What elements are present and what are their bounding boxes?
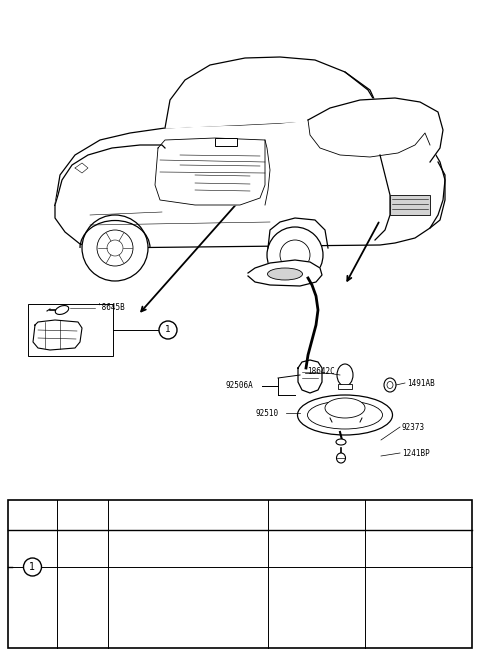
Text: 18642C: 18642C [307, 367, 335, 376]
Bar [8, 500, 472, 648]
Text: 92620: 92620 [71, 581, 94, 590]
Circle shape [82, 215, 148, 281]
Text: 1491AB: 1491AB [407, 378, 435, 388]
Circle shape [267, 227, 323, 283]
Polygon shape [55, 145, 165, 205]
Ellipse shape [55, 306, 69, 315]
Text: (3/4 DOOR): (3/4 DOOR) [165, 510, 211, 520]
Ellipse shape [337, 364, 353, 386]
Text: 1241BP: 1241BP [402, 449, 430, 457]
Text: 92620 33000: 92620 33000 [393, 544, 444, 553]
Text: 92373: 92373 [402, 422, 425, 432]
Ellipse shape [336, 453, 346, 463]
Polygon shape [155, 138, 265, 205]
Polygon shape [33, 320, 82, 350]
Ellipse shape [298, 395, 393, 435]
Ellipse shape [384, 378, 396, 392]
Text: 92510: 92510 [256, 409, 279, 417]
Text: '8645B: '8645B [97, 302, 125, 311]
Text: (5 DOOR): (5 DOOR) [298, 510, 335, 520]
Bar [338, 384, 352, 389]
Ellipse shape [325, 398, 365, 418]
Bar [215, 138, 237, 146]
Text: GLOVE BOX: GLOVE BOX [298, 545, 336, 551]
Polygon shape [298, 360, 322, 393]
Text: 92506A: 92506A [225, 382, 253, 390]
Circle shape [24, 558, 41, 576]
Text: KEY
NO: KEY NO [75, 505, 89, 525]
Ellipse shape [267, 268, 302, 280]
Text: LUGGAGE
COMPARTMENT: LUGGAGE COMPARTMENT [293, 579, 340, 592]
Text: 92620: 92620 [71, 544, 94, 553]
Text: SYMBOL: SYMBOL [19, 510, 47, 520]
Text: LUGGAGE COMPARTMENT
& GLOVE BOX: LUGGAGE COMPARTMENT & GLOVE BOX [148, 542, 228, 555]
Polygon shape [165, 57, 385, 128]
Bar [390, 195, 430, 215]
Ellipse shape [336, 439, 346, 445]
Text: 92620 21000: 92620 21000 [393, 581, 444, 590]
Polygon shape [248, 260, 322, 286]
Text: 1: 1 [165, 325, 171, 334]
Text: 1: 1 [29, 562, 36, 572]
Circle shape [159, 321, 177, 339]
Bar [28, 304, 113, 356]
Polygon shape [308, 98, 443, 162]
Polygon shape [55, 118, 445, 248]
Text: PART NO: PART NO [402, 510, 435, 520]
